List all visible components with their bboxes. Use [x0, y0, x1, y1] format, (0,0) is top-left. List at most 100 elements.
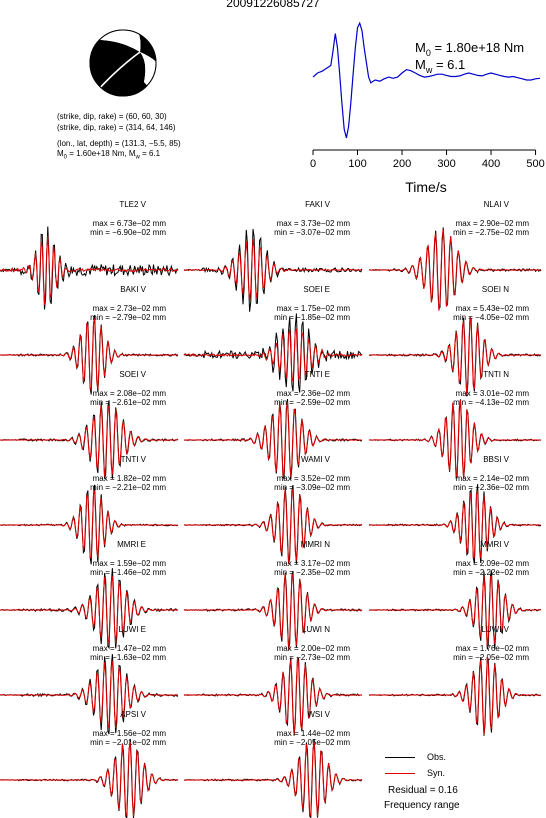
- panel-min-label: min = −2.01e−02 mm: [90, 738, 166, 747]
- synthetic-trace: [0, 490, 179, 559]
- panel-plot: [183, 570, 363, 650]
- synthetic-trace: [369, 657, 542, 735]
- observed-trace: [183, 739, 363, 818]
- synthetic-trace: [369, 490, 542, 559]
- panel-plot: [183, 313, 363, 393]
- synthetic-trace: [183, 656, 362, 735]
- panel-min-label: min = −2.35e−02 mm: [274, 568, 350, 577]
- panel-station-label: MMRI N: [300, 540, 330, 549]
- panel-plot: [183, 228, 363, 312]
- stf-tick-label: 100: [348, 158, 366, 170]
- panel-min-label: min = −3.09e−02 mm: [274, 483, 350, 492]
- panel-station-label: LUWI V: [481, 625, 509, 634]
- beachball-icon: [89, 29, 157, 97]
- panel-station-label: NLAI V: [483, 200, 509, 209]
- panel-station-label: FAKI V: [305, 200, 330, 209]
- page-title: 20091226085727: [226, 0, 320, 10]
- panel-min-label: min = −2.21e−02 mm: [90, 483, 166, 492]
- panel-station-label: TLE2 V: [119, 200, 146, 209]
- panel-max-label: max = 1.44e−02 mm: [276, 729, 350, 738]
- panel-max-label: max = 3.01e−02 mm: [455, 389, 529, 398]
- panel-min-label: min = −2.05e−02 mm: [453, 653, 529, 662]
- panel-min-label: min = −3.07e−02 mm: [274, 228, 350, 237]
- panel-plot: [368, 570, 542, 650]
- panel-max-label: max = 2.14e−02 mm: [455, 474, 529, 483]
- panel-plot: [0, 738, 179, 818]
- panel-max-label: max = 1.47e−02 mm: [92, 644, 166, 653]
- panel-min-label: min = −1.85e−02 mm: [274, 313, 350, 322]
- stf-mw-label: Mw = 6.1: [415, 57, 465, 75]
- legend: Obs. Syn.: [385, 748, 545, 818]
- synthetic-trace: [183, 328, 363, 383]
- panel-plot: [0, 226, 179, 310]
- panel-plot: [0, 484, 179, 565]
- panel-plot: [368, 484, 542, 564]
- panel-station-label: WAMI V: [300, 455, 330, 464]
- panel-max-label: max = 6.73e−02 mm: [92, 219, 166, 228]
- synthetic-trace: [0, 318, 179, 391]
- nodal-plane-2: (strike, dip, rake) = (314, 64, 146): [57, 123, 176, 132]
- panel-max-label: max = 3.17e−02 mm: [276, 559, 350, 568]
- panel-plot: [183, 398, 363, 480]
- panel-min-label: min = −2.79e−02 mm: [90, 313, 166, 322]
- panel-station-label: BBSI V: [483, 455, 509, 464]
- residual-label: Residual = 0.16: [388, 785, 458, 796]
- panel-max-label: max = 1.75e−02 mm: [276, 304, 350, 313]
- panel-min-label: min = −2.61e−02 mm: [90, 398, 166, 407]
- panel-plot: [183, 656, 363, 736]
- panel-plot: [368, 316, 542, 397]
- synthetic-trace: [369, 399, 542, 479]
- panel-min-label: min = −1.63e−02 mm: [90, 653, 166, 662]
- synthetic-trace: [183, 239, 363, 302]
- synthetic-trace: [0, 575, 178, 644]
- observed-trace: [0, 738, 179, 818]
- stf-x-axis: 0 100 200 300 400 500: [310, 149, 545, 170]
- panel-plot: [0, 400, 179, 479]
- synthetic-trace: [0, 405, 179, 477]
- synthetic-trace: [369, 317, 542, 395]
- panel-station-label: SOEI E: [303, 285, 330, 294]
- synthetic-trace: [0, 661, 179, 729]
- source-time-function-chart: 0 100 200 300 400 500 Time/s M0 = 1.80e+18 Nm…: [310, 21, 545, 195]
- stf-tick-label: 400: [482, 158, 500, 170]
- panel-max-label: max = 3.52e−02 mm: [276, 474, 350, 483]
- panel-max-label: max = 2.36e−02 mm: [276, 389, 350, 398]
- frequency-range-label: Frequency range: [384, 800, 460, 811]
- panel-min-label: min = −6.90e−02 mm: [90, 228, 166, 237]
- stf-m0-label: M0 = 1.80e+18 Nm: [415, 40, 524, 58]
- panel-max-label: max = 3.73e−02 mm: [276, 219, 350, 228]
- panel-station-label: BAKI V: [120, 285, 146, 294]
- synthetic-trace: [0, 741, 179, 817]
- panel-station-label: SOEI V: [119, 370, 146, 379]
- stf-series-line: [312, 21, 541, 139]
- panel-min-label: min = −4.13e−02 mm: [453, 398, 529, 407]
- stf-tick-label: 500: [526, 158, 544, 170]
- synthetic-trace: [183, 401, 363, 478]
- synthetic-trace: [368, 229, 541, 311]
- panel-min-label: min = −1.46e−02 mm: [90, 568, 166, 577]
- panel-station-label: TNTI V: [120, 455, 146, 464]
- panel-max-label: max = 1.76e−02 mm: [455, 644, 529, 653]
- panel-station-label: MMRI V: [480, 540, 509, 549]
- panel-min-label: min = −2.05e−02 mm: [274, 738, 350, 747]
- stf-x-label: Time/s: [405, 179, 446, 195]
- legend-syn: Syn.: [385, 768, 545, 778]
- panel-max-label: max = 1.82e−02 mm: [92, 474, 166, 483]
- panel-station-label: MMRI E: [117, 540, 146, 549]
- panel-plot: [0, 654, 179, 735]
- panel-station-label: SOEI N: [481, 285, 509, 294]
- panel-plot: [368, 227, 542, 311]
- panel-station-label: LUWI E: [118, 625, 146, 634]
- moment-magnitude: M0 = 1.60e+18 Nm, Mw = 6.1: [57, 149, 161, 161]
- synthetic-trace: [368, 575, 542, 647]
- panel-plot: [368, 399, 542, 479]
- synthetic-trace: [183, 741, 362, 817]
- panel-plot: [0, 314, 179, 395]
- panel-max-label: max = 2.08e−02 mm: [92, 389, 166, 398]
- panel-max-label: max = 2.73e−02 mm: [92, 304, 166, 313]
- synthetic-trace: [0, 235, 179, 306]
- panel-max-label: max = 1.56e−02 mm: [92, 729, 166, 738]
- stf-tick-label: 300: [437, 158, 455, 170]
- panel-min-label: min = −2.73e−02 mm: [274, 653, 350, 662]
- panel-max-label: max = 2.09e−02 mm: [455, 559, 529, 568]
